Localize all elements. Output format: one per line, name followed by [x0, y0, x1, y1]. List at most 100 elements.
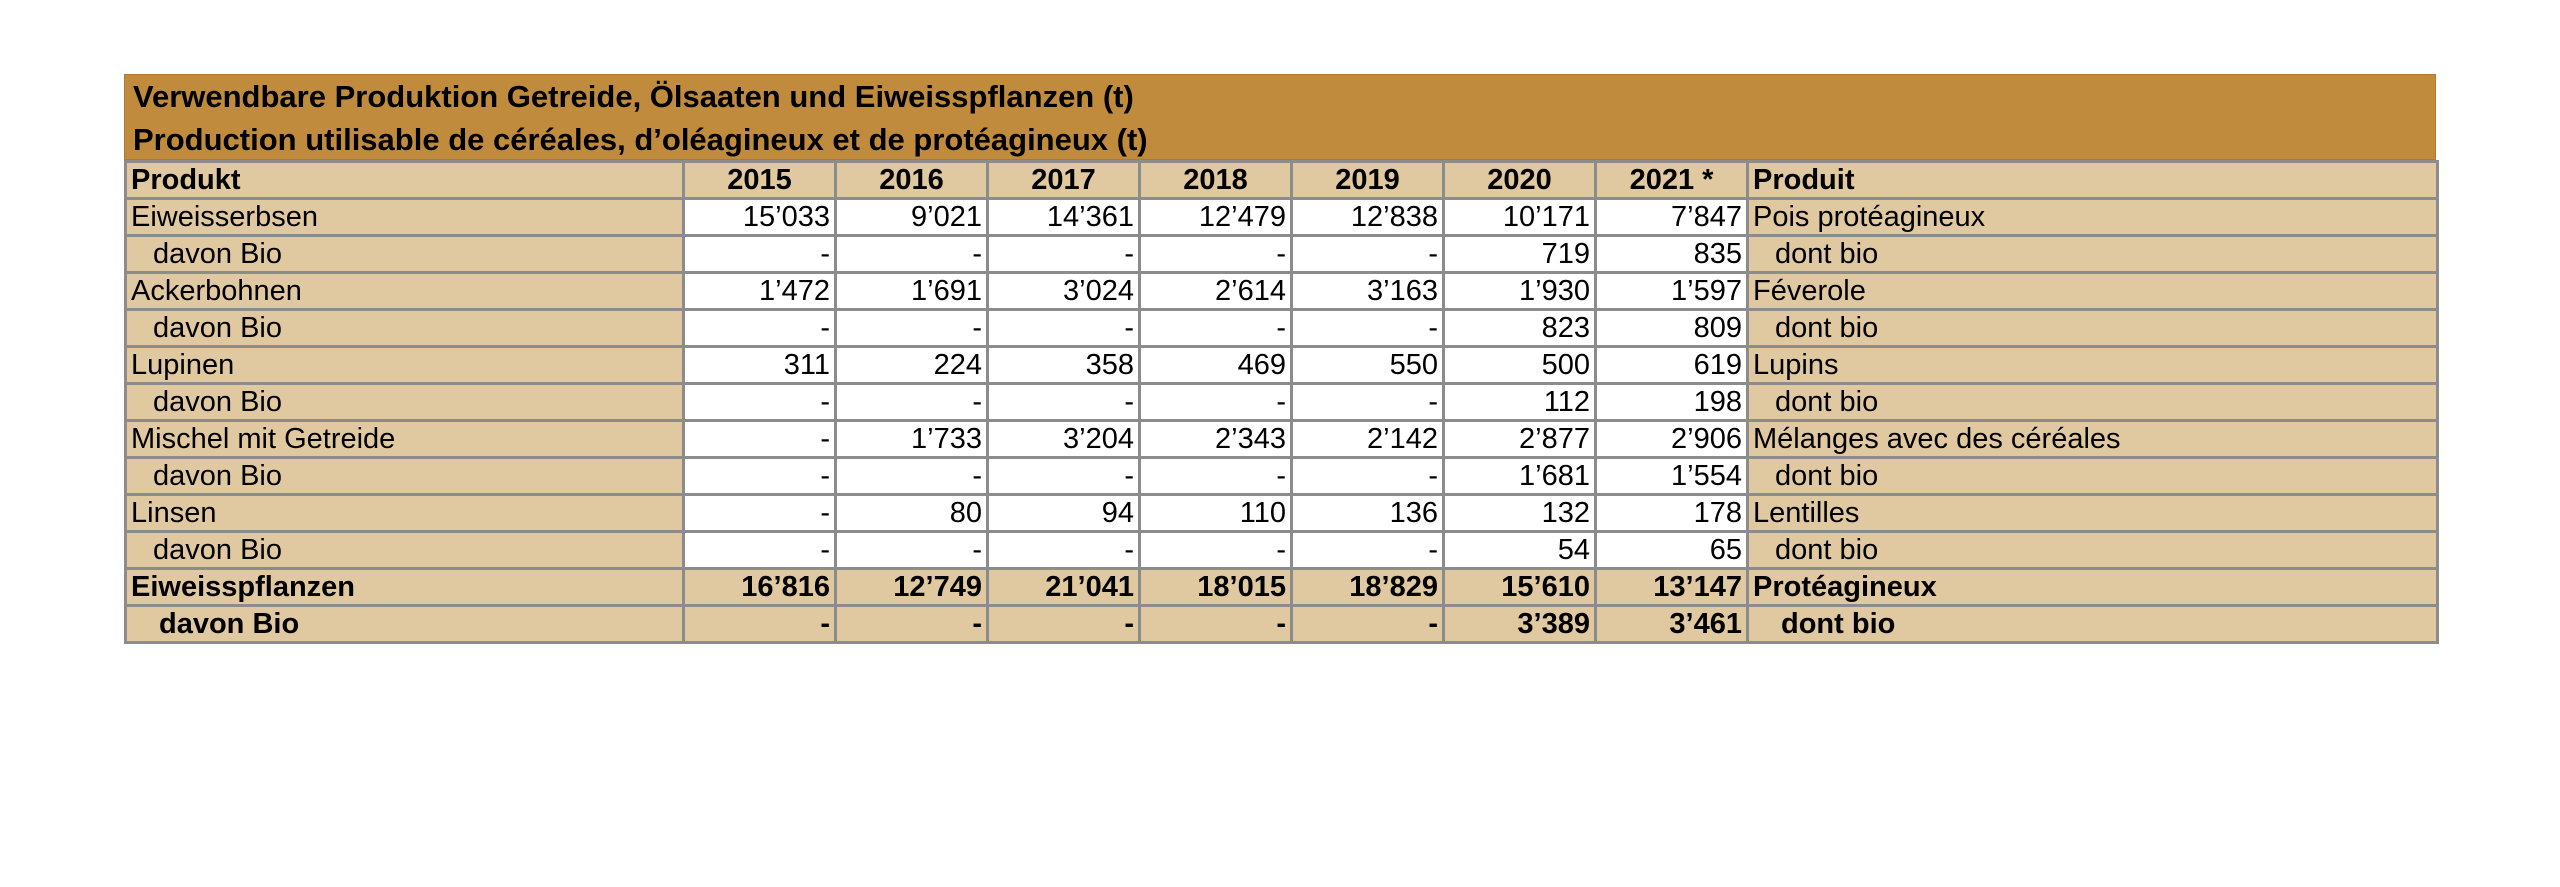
value-cell: -: [834, 456, 989, 496]
row-label-french: Pois protéagineux: [1746, 197, 2439, 237]
value-cell: -: [1138, 308, 1293, 348]
row-label-french: Protéagineux: [1746, 567, 2439, 607]
value-cell: 3’389: [1442, 604, 1597, 644]
value-cell: -: [682, 419, 837, 459]
value-cell: -: [682, 382, 837, 422]
row-label-german: Linsen: [124, 493, 685, 533]
table-title-block: Verwendbare Produktion Getreide, Ölsaate…: [124, 74, 2436, 160]
value-cell: -: [682, 604, 837, 644]
value-cell: 2’906: [1594, 419, 1749, 459]
value-cell: 550: [1290, 345, 1445, 385]
row-label-french: dont bio: [1746, 234, 2439, 274]
table-body: Eiweisserbsen 15’033 9’021 14’361 12’479 12’8…: [124, 197, 2439, 644]
value-cell: 1’691: [834, 271, 989, 311]
table-row-organic: davon Bio - - - - -54 65 dont bio: [124, 530, 2439, 570]
value-cell: -: [1290, 382, 1445, 422]
value-cell: -: [834, 234, 989, 274]
value-cell: 65: [1594, 530, 1749, 570]
value-cell: -: [682, 493, 837, 533]
row-label-french: Mélanges avec des céréales: [1746, 419, 2439, 459]
value-cell: -: [1138, 234, 1293, 274]
total-row: Eiweisspflanzen 16’816 12’749 21’041 18’015 1…: [124, 567, 2439, 607]
header-produit: Produit: [1746, 160, 2439, 200]
row-label-german: Lupinen: [124, 345, 685, 385]
row-label-french: dont bio: [1746, 530, 2439, 570]
header-produkt: Produkt: [124, 160, 685, 200]
value-cell: 1’681: [1442, 456, 1597, 496]
value-cell: 14’361: [986, 197, 1141, 237]
value-cell: 3’163: [1290, 271, 1445, 311]
header-year-2018: 2018: [1138, 160, 1293, 200]
value-cell: 21’041: [986, 567, 1141, 607]
value-cell: 1’472: [682, 271, 837, 311]
value-cell: -: [986, 234, 1141, 274]
header-year-2019: 2019: [1290, 160, 1445, 200]
value-cell: -: [1290, 456, 1445, 496]
value-cell: 1’930: [1442, 271, 1597, 311]
value-cell: 809: [1594, 308, 1749, 348]
value-cell: -: [1138, 456, 1293, 496]
production-table: Produkt 2015 2016 2017 2018 2019 2020 20…: [124, 160, 2439, 644]
value-cell: -: [986, 382, 1141, 422]
value-cell: 80: [834, 493, 989, 533]
value-cell: 94: [986, 493, 1141, 533]
table-row: Lupinen 311 224 358 469 550 500 619 Lupins: [124, 345, 2439, 385]
table-row: Mischel mit Getreide -1’733 3’204 2’343 2’14…: [124, 419, 2439, 459]
table-row-organic: davon Bio - - - - -112 198 dont bio: [124, 382, 2439, 422]
value-cell: -: [1138, 382, 1293, 422]
row-label-french: dont bio: [1746, 456, 2439, 496]
value-cell: 2’614: [1138, 271, 1293, 311]
value-cell: 3’024: [986, 271, 1141, 311]
value-cell: 1’733: [834, 419, 989, 459]
value-cell: -: [682, 456, 837, 496]
table-row-organic: davon Bio - - - - -1’681 1’554 dont bio: [124, 456, 2439, 496]
value-cell: -: [986, 604, 1141, 644]
header-row: Produkt 2015 2016 2017 2018 2019 2020 20…: [124, 160, 2439, 200]
value-cell: -: [834, 382, 989, 422]
row-label-french: dont bio: [1746, 308, 2439, 348]
value-cell: 132: [1442, 493, 1597, 533]
row-label-german: Eiweisspflanzen: [124, 567, 685, 607]
value-cell: 10’171: [1442, 197, 1597, 237]
value-cell: 136: [1290, 493, 1445, 533]
row-label-french: Lentilles: [1746, 493, 2439, 533]
value-cell: 7’847: [1594, 197, 1749, 237]
value-cell: 1’597: [1594, 271, 1749, 311]
table-row: Eiweisserbsen 15’033 9’021 14’361 12’479 12’8…: [124, 197, 2439, 237]
value-cell: -: [986, 308, 1141, 348]
value-cell: 13’147: [1594, 567, 1749, 607]
row-label-german: davon Bio: [124, 382, 685, 422]
table-row-organic: davon Bio - - - - -719 835 dont bio: [124, 234, 2439, 274]
value-cell: 12’479: [1138, 197, 1293, 237]
header-year-2015: 2015: [682, 160, 837, 200]
table-row: Ackerbohnen 1’472 1’691 3’024 2’614 3’163 1’93…: [124, 271, 2439, 311]
value-cell: 3’461: [1594, 604, 1749, 644]
value-cell: 823: [1442, 308, 1597, 348]
value-cell: 15’610: [1442, 567, 1597, 607]
row-label-german: Ackerbohnen: [124, 271, 685, 311]
table-row: Linsen -80 94 110 136 132 178 Lentilles: [124, 493, 2439, 533]
value-cell: 311: [682, 345, 837, 385]
value-cell: -: [986, 456, 1141, 496]
row-label-german: Mischel mit Getreide: [124, 419, 685, 459]
value-cell: -: [1138, 604, 1293, 644]
value-cell: -: [682, 308, 837, 348]
value-cell: -: [682, 530, 837, 570]
value-cell: 12’749: [834, 567, 989, 607]
table-row-organic: davon Bio - - - - -823 809 dont bio: [124, 308, 2439, 348]
value-cell: -: [1290, 530, 1445, 570]
value-cell: 18’015: [1138, 567, 1293, 607]
value-cell: -: [1138, 530, 1293, 570]
row-label-french: dont bio: [1746, 382, 2439, 422]
row-label-german: davon Bio: [124, 604, 685, 644]
value-cell: 358: [986, 345, 1141, 385]
value-cell: -: [834, 604, 989, 644]
value-cell: 619: [1594, 345, 1749, 385]
value-cell: 198: [1594, 382, 1749, 422]
value-cell: 112: [1442, 382, 1597, 422]
value-cell: 54: [1442, 530, 1597, 570]
row-label-german: davon Bio: [124, 308, 685, 348]
value-cell: -: [682, 234, 837, 274]
value-cell: 2’877: [1442, 419, 1597, 459]
value-cell: -: [834, 308, 989, 348]
